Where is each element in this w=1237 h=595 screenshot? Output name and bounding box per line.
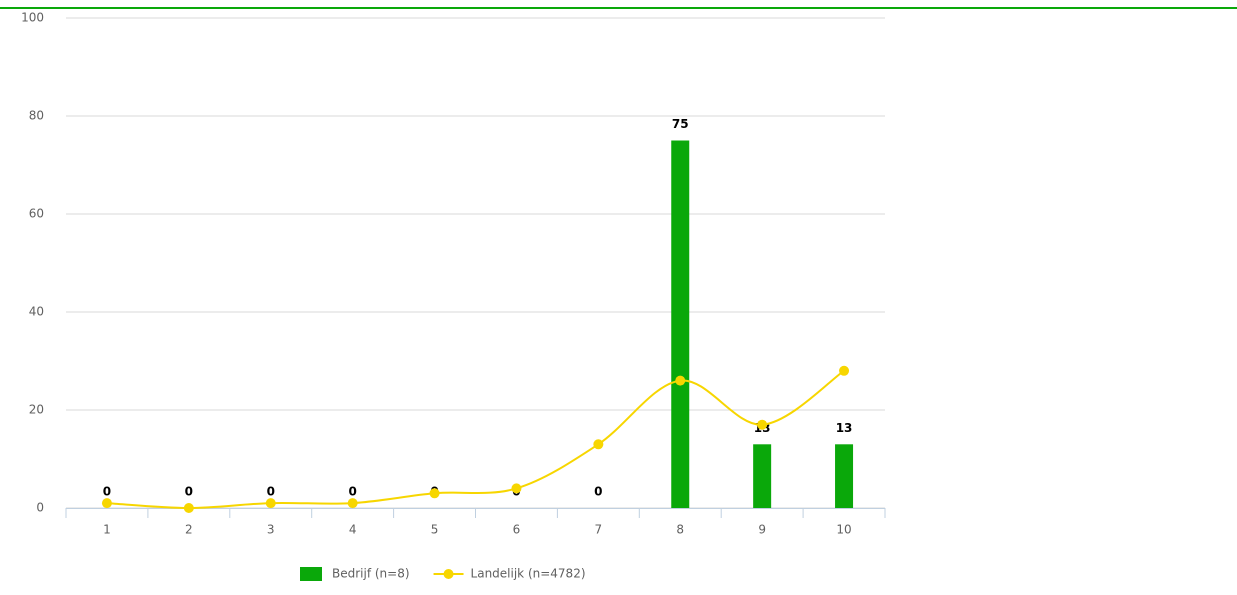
x-tick-label: 5: [431, 523, 439, 537]
line-marker: [347, 498, 358, 509]
y-tick-label: 20: [29, 403, 44, 417]
x-tick-label: 4: [349, 523, 357, 537]
y-tick-label: 100: [21, 11, 44, 25]
data-label: 0: [267, 485, 275, 499]
data-label: 0: [103, 485, 111, 499]
line-marker: [839, 365, 850, 376]
x-tick-label: 9: [758, 523, 766, 537]
x-tick-label: 2: [185, 523, 193, 537]
line-marker: [429, 488, 440, 499]
bar: [753, 444, 772, 508]
data-label: 0: [185, 485, 193, 499]
y-tick-label: 0: [36, 501, 44, 515]
bar: [671, 140, 690, 508]
line-marker: [675, 375, 686, 386]
data-label: 0: [594, 485, 602, 499]
x-tick-label: 6: [513, 523, 521, 537]
y-tick-label: 60: [29, 207, 44, 221]
legend-swatch-marker: [443, 569, 454, 579]
line-marker: [593, 439, 604, 450]
line-marker: [183, 503, 194, 513]
legend-label: Bedrijf (n=8): [332, 567, 410, 581]
line-marker: [511, 483, 522, 494]
y-tick-label: 40: [29, 305, 44, 319]
top-rule: [0, 7, 1237, 9]
data-label: 75: [672, 117, 689, 131]
x-tick-label: 7: [595, 523, 603, 537]
line-marker: [101, 498, 112, 509]
legend-label: Landelijk (n=4782): [471, 567, 586, 581]
y-tick-label: 80: [29, 109, 44, 123]
line-marker: [265, 498, 276, 509]
x-tick-label: 3: [267, 523, 275, 537]
x-tick-label: 1: [103, 523, 111, 537]
line: [106, 369, 845, 510]
x-tick-label: 10: [836, 523, 851, 537]
data-label: 13: [836, 421, 853, 435]
data-label: 0: [348, 485, 356, 499]
x-tick-label: 8: [676, 523, 684, 537]
legend-swatch: [300, 567, 322, 581]
bar: [835, 444, 854, 508]
line-marker: [757, 419, 768, 430]
